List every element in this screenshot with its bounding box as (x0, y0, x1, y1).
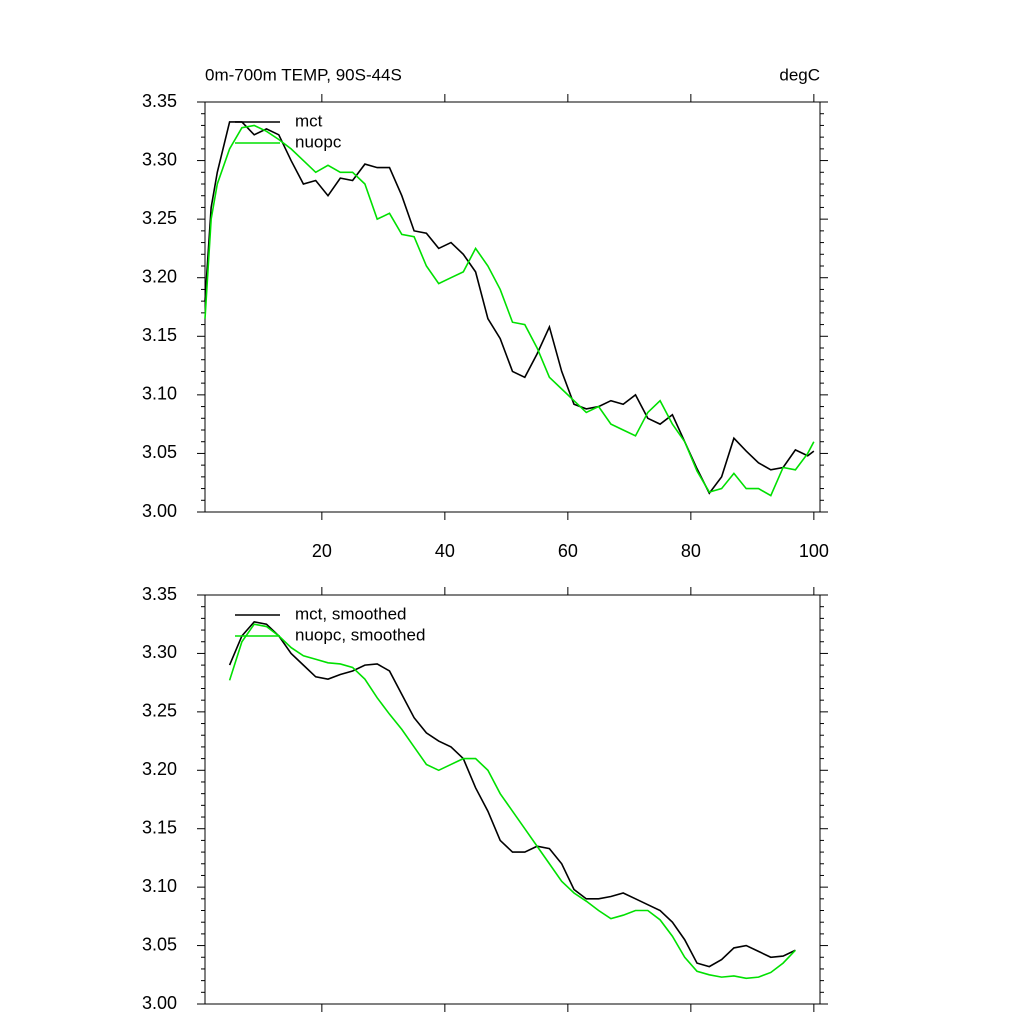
legend-label: mct (295, 111, 323, 130)
chart-title: 0m-700m TEMP, 90S-44S (205, 65, 402, 84)
y-tick-label: 3.20 (142, 759, 177, 779)
y-tick-label: 3.15 (142, 325, 177, 345)
y-tick-label: 3.35 (142, 584, 177, 604)
y-tick-label: 3.25 (142, 701, 177, 721)
x-tick-label: 60 (558, 541, 578, 561)
x-tick-label: 40 (435, 541, 455, 561)
y-tick-label: 3.00 (142, 501, 177, 521)
legend-label: mct, smoothed (295, 604, 407, 623)
y-tick-label: 3.25 (142, 208, 177, 228)
plot-frame (204, 101, 821, 513)
y-tick-label: 3.05 (142, 934, 177, 954)
y-tick-label: 3.35 (142, 91, 177, 111)
y-tick-label: 3.00 (142, 993, 177, 1013)
legend-label: nuopc, smoothed (295, 625, 425, 644)
x-tick-label: 80 (681, 541, 701, 561)
y-tick-label: 3.30 (142, 642, 177, 662)
unit-label: degC (779, 65, 820, 84)
series-line (228, 623, 796, 980)
plot-frame (204, 594, 821, 1005)
x-tick-label: 100 (799, 541, 829, 561)
series-line (228, 621, 796, 968)
y-tick-label: 3.15 (142, 817, 177, 837)
y-tick-label: 3.10 (142, 876, 177, 896)
y-tick-label: 3.10 (142, 384, 177, 404)
y-tick-label: 3.30 (142, 149, 177, 169)
series-line (204, 121, 815, 495)
legend-label: nuopc (295, 132, 342, 151)
y-tick-label: 3.20 (142, 266, 177, 286)
series-line (204, 124, 815, 497)
x-tick-label: 20 (312, 541, 332, 561)
y-tick-label: 3.05 (142, 442, 177, 462)
